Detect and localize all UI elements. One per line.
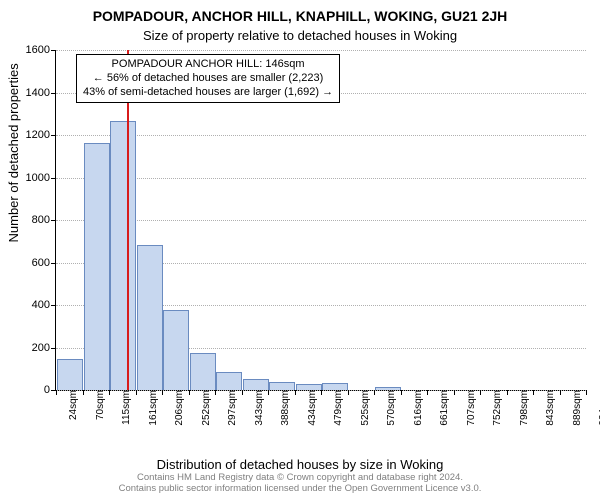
histogram-bar bbox=[190, 353, 216, 390]
x-tick bbox=[454, 390, 455, 395]
histogram-bar bbox=[137, 245, 163, 391]
x-tick bbox=[295, 390, 296, 395]
histogram-bar bbox=[216, 372, 242, 390]
x-tick-label: 252sqm bbox=[193, 390, 212, 426]
x-tick bbox=[560, 390, 561, 395]
x-tick bbox=[215, 390, 216, 395]
y-tick-label: 1200 bbox=[26, 129, 56, 141]
chart-title: POMPADOUR, ANCHOR HILL, KNAPHILL, WOKING… bbox=[0, 8, 600, 24]
histogram-bar bbox=[322, 383, 348, 390]
x-tick bbox=[401, 390, 402, 395]
footnote-text: Contains HM Land Registry data © Crown c… bbox=[0, 472, 600, 494]
y-axis-label: Number of detached properties bbox=[6, 63, 21, 242]
x-tick-label: 661sqm bbox=[431, 390, 450, 426]
x-tick bbox=[480, 390, 481, 395]
histogram-bar bbox=[84, 143, 110, 391]
histogram-bar bbox=[269, 382, 295, 390]
x-tick-label: 297sqm bbox=[219, 390, 238, 426]
x-tick-label: 798sqm bbox=[511, 390, 530, 426]
y-tick-label: 1000 bbox=[26, 172, 56, 184]
x-tick bbox=[427, 390, 428, 395]
y-tick-label: 600 bbox=[32, 257, 56, 269]
x-tick-label: 24sqm bbox=[60, 390, 79, 420]
grid-line bbox=[56, 50, 586, 51]
x-tick-label: 525sqm bbox=[352, 390, 371, 426]
x-tick-label: 479sqm bbox=[325, 390, 344, 426]
x-tick-label: 70sqm bbox=[87, 390, 106, 420]
x-tick-label: 752sqm bbox=[484, 390, 503, 426]
x-tick bbox=[83, 390, 84, 395]
x-tick-label: 161sqm bbox=[140, 390, 159, 426]
x-tick bbox=[586, 390, 587, 395]
x-tick bbox=[533, 390, 534, 395]
x-tick-label: 570sqm bbox=[378, 390, 397, 426]
y-tick-label: 1400 bbox=[26, 87, 56, 99]
x-tick bbox=[268, 390, 269, 395]
x-tick-label: 434sqm bbox=[299, 390, 318, 426]
marker-legend-line: 43% of semi-detached houses are larger (… bbox=[83, 86, 333, 100]
x-tick bbox=[321, 390, 322, 395]
x-tick-label: 616sqm bbox=[405, 390, 424, 426]
y-tick-label: 200 bbox=[32, 342, 56, 354]
y-tick-label: 400 bbox=[32, 299, 56, 311]
x-tick-label: 707sqm bbox=[458, 390, 477, 426]
marker-legend: POMPADOUR ANCHOR HILL: 146sqm← 56% of de… bbox=[76, 54, 340, 103]
histogram-bar bbox=[243, 379, 269, 390]
y-tick-label: 800 bbox=[32, 214, 56, 226]
x-tick bbox=[507, 390, 508, 395]
x-tick bbox=[242, 390, 243, 395]
x-tick-label: 206sqm bbox=[166, 390, 185, 426]
x-tick-label: 889sqm bbox=[564, 390, 583, 426]
x-tick bbox=[162, 390, 163, 395]
x-tick-label: 115sqm bbox=[113, 390, 132, 425]
x-tick-label: 343sqm bbox=[246, 390, 265, 426]
x-tick-label: 934sqm bbox=[590, 390, 600, 426]
histogram-bar bbox=[110, 121, 136, 390]
y-tick-label: 0 bbox=[44, 384, 56, 396]
histogram-bar bbox=[57, 359, 83, 390]
histogram-bar bbox=[163, 310, 189, 390]
x-tick-label: 843sqm bbox=[537, 390, 556, 426]
x-tick bbox=[189, 390, 190, 395]
x-tick bbox=[348, 390, 349, 395]
marker-legend-line: ← 56% of detached houses are smaller (2,… bbox=[83, 72, 333, 86]
x-tick bbox=[374, 390, 375, 395]
x-axis-label: Distribution of detached houses by size … bbox=[0, 457, 600, 472]
x-tick bbox=[109, 390, 110, 395]
x-tick bbox=[136, 390, 137, 395]
x-tick bbox=[56, 390, 57, 395]
chart-root: POMPADOUR, ANCHOR HILL, KNAPHILL, WOKING… bbox=[0, 0, 600, 500]
x-tick-label: 388sqm bbox=[272, 390, 291, 426]
chart-subtitle: Size of property relative to detached ho… bbox=[0, 28, 600, 43]
y-tick-label: 1600 bbox=[26, 44, 56, 56]
marker-legend-line: POMPADOUR ANCHOR HILL: 146sqm bbox=[83, 58, 333, 72]
plot-area: 0200400600800100012001400160024sqm70sqm1… bbox=[55, 50, 586, 391]
